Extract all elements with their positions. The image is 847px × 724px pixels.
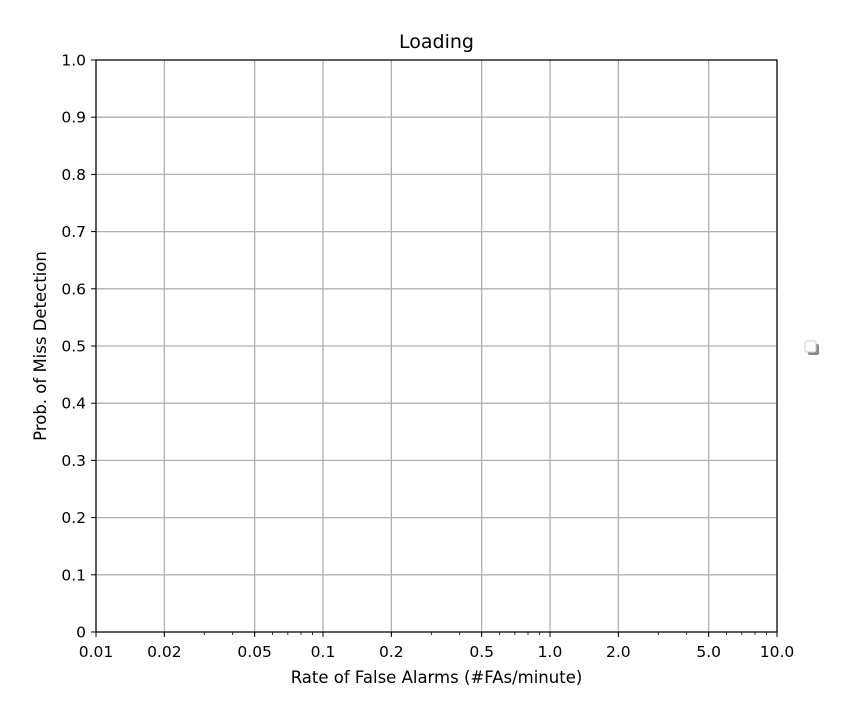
tick-layer: 0.01 0.02 0.05 0.1 0.2 0.5 1.0 2.0 5.0 10.0 0 0.1 0.… — [61, 52, 794, 662]
y-tick-label: 0.2 — [61, 509, 86, 527]
y-tick-label: 0.6 — [61, 280, 86, 298]
y-tick-label: 0.4 — [61, 395, 86, 413]
y-tick-label: 0.3 — [61, 452, 86, 470]
y-tick-label: 0.9 — [61, 109, 86, 127]
legend-marker-box — [804, 340, 817, 353]
x-tick-label: 2.0 — [606, 643, 631, 661]
x-axis-label: Rate of False Alarms (#FAs/minute) — [291, 668, 583, 687]
y-tick-label: 0.7 — [61, 223, 86, 241]
chart-title: Loading — [399, 31, 474, 53]
x-tick-label: 0.2 — [379, 643, 404, 661]
x-tick-label: 10.0 — [760, 643, 795, 661]
plot-frame — [95, 59, 778, 633]
y-tick-label: 0.8 — [61, 166, 86, 184]
y-tick-label: 0 — [76, 624, 86, 642]
x-tick-label: 1.0 — [538, 643, 563, 661]
y-tick-label: 0.1 — [61, 566, 86, 584]
x-tick-label: 5.0 — [696, 643, 721, 661]
y-tick-label: 0.5 — [61, 338, 86, 356]
x-tick-label: 0.1 — [311, 643, 336, 661]
grid-layer — [95, 59, 778, 633]
x-tick-label: 0.05 — [237, 643, 272, 661]
x-tick-label: 0.5 — [469, 643, 494, 661]
y-tick-label: 1.0 — [61, 52, 86, 70]
legend-marker-icon[interactable] — [804, 340, 819, 355]
x-tick-label: 0.01 — [79, 643, 114, 661]
x-tick-label: 0.02 — [147, 643, 182, 661]
y-axis-label: Prob. of Miss Detection — [31, 251, 50, 441]
